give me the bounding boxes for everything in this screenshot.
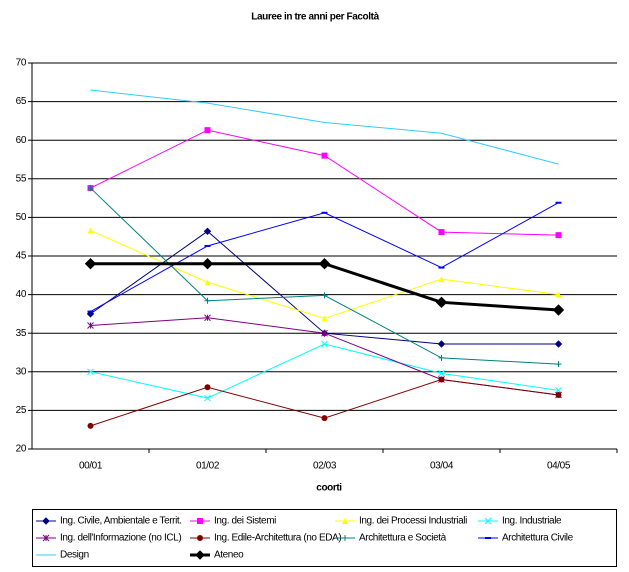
series-line: [90, 230, 559, 345]
series-line: [90, 262, 559, 312]
marker: [321, 415, 328, 422]
legend-label: Ing. dei Sistemi: [214, 516, 276, 527]
series-line: [90, 317, 559, 396]
legend-label: Design: [60, 550, 89, 561]
marker: [42, 517, 50, 525]
marker: [438, 376, 445, 383]
marker: [204, 314, 211, 322]
marker: [84, 258, 97, 270]
marker: [204, 394, 211, 402]
legend-label: Ing. dell'Informazione (no ICL): [60, 533, 181, 544]
y-tick-label: 20: [16, 444, 27, 455]
marker: [195, 550, 205, 560]
marker: [203, 227, 212, 236]
marker: [318, 258, 331, 270]
legend-label: Architettura e Società: [359, 533, 447, 544]
series-line: [90, 343, 559, 399]
x-axis-label: coorti: [316, 483, 342, 494]
marker: [438, 369, 445, 377]
marker: [321, 315, 328, 322]
x-tick-label: 01/02: [196, 461, 220, 472]
legend-label: Ing. Industriale: [502, 516, 562, 527]
marker: [555, 291, 562, 298]
legend-label: Ing. Civile, Ambientale e Territ.: [60, 516, 182, 527]
series-line: [90, 187, 559, 365]
marker: [435, 296, 448, 309]
x-tick-label: 03/04: [430, 461, 454, 472]
marker: [87, 227, 94, 234]
marker: [321, 329, 328, 337]
y-tick-label: 25: [16, 405, 27, 416]
marker: [87, 322, 94, 329]
marker: [342, 518, 348, 524]
x-tick-label: 02/03: [313, 461, 337, 472]
x-tick-label: 04/05: [547, 461, 571, 472]
legend-label: Architettura Civile: [502, 533, 574, 544]
marker: [555, 232, 562, 239]
series-line: [90, 89, 559, 165]
y-tick-label: 40: [16, 289, 27, 300]
y-tick-label: 65: [16, 96, 27, 107]
marker: [437, 340, 446, 348]
chart-title: Lauree in tre anni per Facoltà: [251, 12, 379, 23]
y-tick-label: 70: [16, 58, 27, 69]
marker: [555, 391, 562, 398]
marker: [321, 152, 328, 159]
legend-label: Ing. Edile-Architettura (no EDA): [214, 533, 341, 544]
y-tick-label: 60: [16, 135, 27, 146]
marker: [87, 422, 94, 429]
marker: [321, 340, 328, 348]
marker: [204, 297, 211, 304]
marker: [554, 340, 563, 348]
marker: [197, 518, 203, 524]
marker: [204, 279, 211, 286]
y-tick-label: 35: [16, 328, 27, 339]
marker: [42, 534, 50, 542]
marker: [321, 292, 328, 299]
marker: [342, 535, 348, 541]
marker: [555, 361, 562, 368]
marker: [484, 517, 492, 525]
y-tick-label: 30: [16, 366, 27, 377]
marker: [197, 535, 203, 541]
marker: [87, 368, 94, 376]
legend-label: Ing. dei Processi Industriali: [359, 516, 467, 527]
marker: [552, 304, 565, 316]
marker: [438, 354, 445, 361]
y-tick-label: 55: [16, 173, 27, 184]
marker: [87, 185, 94, 192]
marker: [204, 384, 211, 391]
legend-label: Ateneo: [214, 550, 244, 561]
y-tick-label: 50: [16, 212, 27, 223]
marker: [438, 229, 445, 236]
y-tick-label: 45: [16, 251, 27, 262]
marker: [201, 258, 214, 270]
x-tick-label: 00/01: [79, 461, 103, 472]
marker: [204, 127, 211, 134]
marker: [438, 276, 445, 283]
